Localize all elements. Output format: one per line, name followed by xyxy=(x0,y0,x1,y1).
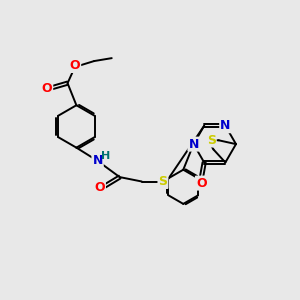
Text: N: N xyxy=(188,138,199,151)
Text: N: N xyxy=(220,119,231,132)
Text: H: H xyxy=(101,151,110,160)
Text: O: O xyxy=(196,177,206,190)
Text: O: O xyxy=(70,59,80,72)
Text: O: O xyxy=(94,181,105,194)
Text: N: N xyxy=(92,154,103,167)
Text: S: S xyxy=(158,175,167,188)
Text: S: S xyxy=(207,134,216,146)
Text: O: O xyxy=(42,82,52,95)
